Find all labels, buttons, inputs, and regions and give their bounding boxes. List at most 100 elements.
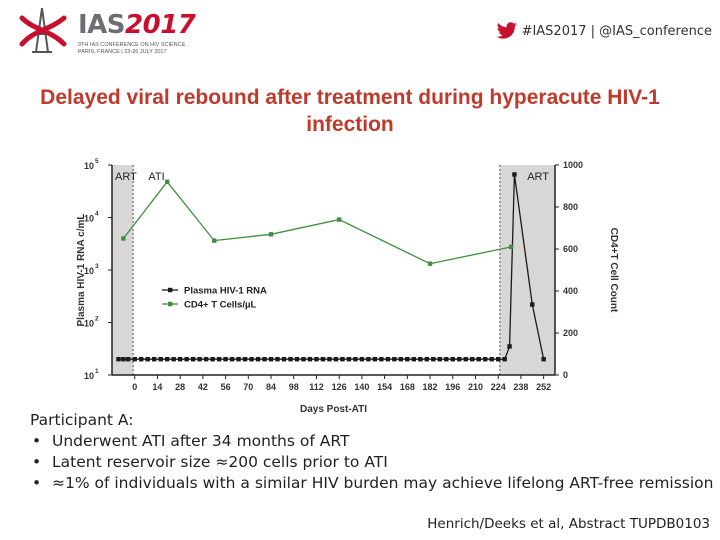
y2-tick-label: 800: [563, 202, 578, 212]
cd4-count-point: [121, 236, 126, 241]
hiv-rna-point: [340, 356, 345, 362]
slide-title: Delayed viral rebound after treatment du…: [40, 86, 660, 136]
y2-tick-label: 200: [563, 328, 578, 338]
x-tick-label: 70: [243, 382, 253, 392]
bullet-list: Underwent ATI after 34 months of ART Lat…: [30, 431, 720, 494]
x-tick-label: 168: [400, 382, 415, 392]
hiv-rna-point: [346, 356, 352, 362]
cd4-count-point: [212, 238, 217, 243]
legend-marker: [168, 301, 173, 307]
hiv-rna-point: [314, 356, 319, 362]
hiv-rna-point: [470, 356, 475, 362]
hiv-rna-point: [164, 356, 170, 362]
cd4-count-line: [122, 180, 512, 265]
x-tick-label: 224: [491, 382, 506, 392]
x-tick-label: 210: [468, 382, 483, 392]
hiv-rna-point: [294, 356, 300, 362]
hiv-rna-point: [379, 356, 384, 362]
y2-tick-label: 1000: [563, 160, 583, 170]
x-tick-label: 196: [445, 382, 460, 392]
x-tick-label: 0: [132, 382, 137, 392]
logo-subtitle: 9TH IAS CONFERENCE ON HIV SCIENCE PARIS,…: [78, 42, 186, 55]
hiv-rna-point: [512, 172, 517, 177]
hiv-rna-point: [489, 356, 494, 362]
hiv-rna-point: [418, 356, 423, 362]
twitter-handle: #IAS2017 | @IAS_conference: [496, 22, 712, 40]
participant-notes: Participant A: Underwent ATI after 34 mo…: [30, 410, 720, 494]
hiv-rna-point: [431, 356, 436, 362]
x-tick-label: 42: [198, 382, 208, 392]
hiv-rna-point: [463, 356, 468, 362]
x-tick-label: 154: [377, 382, 392, 392]
bullet-item: Underwent ATI after 34 months of ART: [30, 431, 720, 452]
hiv-rna-point: [249, 356, 254, 362]
hiv-rna-point: [121, 356, 126, 362]
cd4-count-point: [164, 179, 170, 184]
hiv-rna-point: [392, 356, 397, 362]
x-tick-label: 182: [423, 382, 438, 392]
y-tick-exponent: 3: [95, 263, 99, 270]
hiv-rna-line: [118, 174, 545, 360]
y-tick-exponent: 2: [95, 316, 99, 323]
legend-label: CD4+ T Cells/µL: [184, 300, 256, 311]
hiv-rna-point: [116, 356, 121, 362]
hiv-rna-point: [190, 356, 196, 362]
hiv-rna-point: [366, 356, 371, 362]
hiv-rna-point: [333, 356, 339, 362]
hiv-rna-point: [184, 356, 189, 362]
hiv-rna-point: [281, 356, 287, 362]
art-shaded-region: [112, 165, 134, 375]
y2-tick-label: 0: [563, 370, 568, 380]
hiv-rna-point: [301, 356, 306, 362]
ati-label: ATI: [148, 171, 164, 183]
x-tick-label: 112: [309, 382, 324, 392]
citation: Henrich/Deeks et al, Abstract TUPDB0103: [427, 516, 710, 532]
hiv-rna-point: [268, 356, 274, 362]
y-tick-exponent: 1: [95, 368, 99, 375]
hiv-rna-point: [353, 356, 358, 362]
hiv-rna-point: [502, 356, 507, 362]
hiv-rna-point: [372, 356, 378, 362]
hiv-rna-point: [171, 356, 176, 362]
participant-heading: Participant A:: [30, 411, 134, 429]
x-tick-label: 140: [354, 382, 369, 392]
cd4-count-point: [268, 232, 274, 237]
hiv-rna-point: [444, 356, 449, 362]
hiv-rna-point: [255, 356, 261, 362]
cd4-count-point: [508, 244, 514, 250]
hiv-rna-point: [177, 356, 183, 362]
hiv-rna-point: [541, 356, 546, 362]
hiv-rna-point: [483, 356, 488, 362]
legend-label: Plasma HIV-1 RNA: [184, 286, 267, 297]
y-tick-label: 10: [84, 319, 94, 329]
ias-logo: IAS2017 9TH IAS CONFERENCE ON HIV SCIENC…: [14, 4, 196, 58]
hiv-rna-point: [132, 356, 137, 362]
hiv-rna-point: [405, 356, 410, 362]
hiv-rna-point: [151, 356, 157, 362]
y2-axis-label: CD4+T Cell Count: [608, 228, 619, 313]
hiv-rna-point: [216, 356, 222, 362]
hiv-rna-point: [530, 302, 535, 307]
y-tick-label: 10: [84, 161, 94, 171]
hiv-rna-point: [210, 356, 215, 362]
legend-marker: [168, 287, 173, 293]
y-tick-label: 10: [84, 214, 94, 224]
y-tick-label: 10: [84, 371, 94, 381]
y-tick-label: 10: [84, 266, 94, 276]
bullet-item: Latent reservoir size ≈200 cells prior t…: [30, 452, 720, 473]
art-region-label: ART: [527, 171, 549, 183]
hiv-rna-point: [327, 356, 332, 362]
x-tick-label: 14: [152, 382, 162, 392]
bullet-item: ≈1% of individuals with a similar HIV bu…: [30, 473, 720, 494]
x-tick-label: 238: [513, 382, 528, 392]
hiv-rna-point: [476, 356, 481, 362]
hiv-rna-point: [385, 356, 391, 362]
hiv-rna-point: [424, 356, 430, 362]
x-tick-label: 56: [221, 382, 231, 392]
x-tick-label: 98: [289, 382, 299, 392]
hiv-rna-point: [398, 356, 404, 362]
hiv-rna-point: [496, 356, 501, 362]
y2-tick-label: 600: [563, 244, 578, 254]
y-tick-exponent: 4: [95, 211, 99, 218]
